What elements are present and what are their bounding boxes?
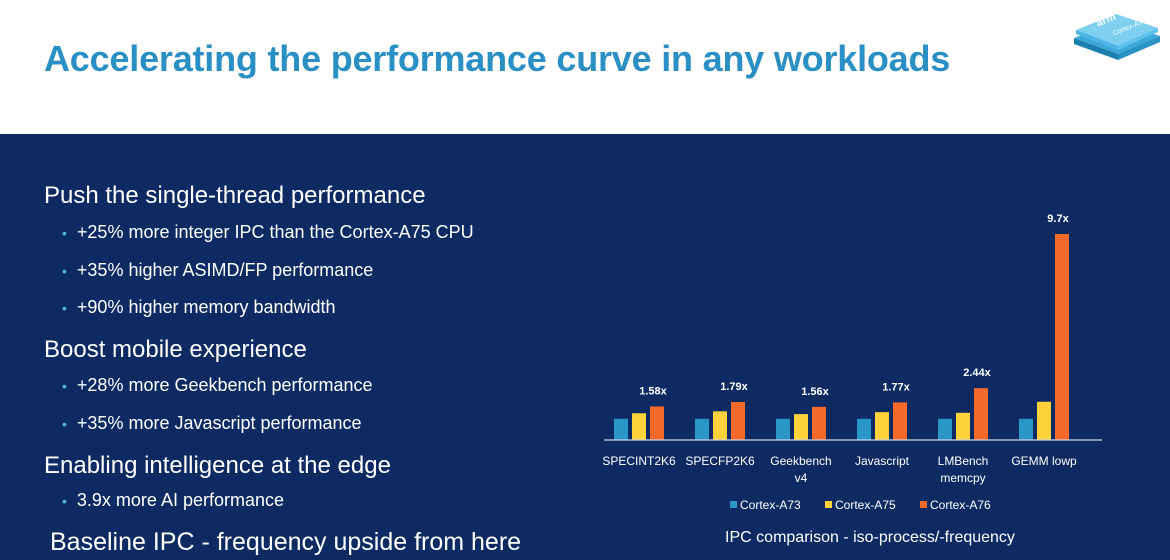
legend-swatch xyxy=(825,501,832,508)
bar-cortex-a75 xyxy=(794,414,808,440)
bar-cortex-a76 xyxy=(812,406,826,440)
legend-label: Cortex-A73 xyxy=(740,498,801,512)
section-heading: Enabling intelligence at the edge xyxy=(44,452,391,479)
bullet-icon: • xyxy=(62,493,67,509)
bullet-icon: • xyxy=(62,263,67,279)
bullet-item: • +25% more integer IPC than the Cortex-A… xyxy=(62,222,474,242)
x-tick-label: v4 xyxy=(795,471,808,485)
bullet-item: • +35% higher ASIMD/FP performance xyxy=(62,260,374,280)
chart-caption: IPC comparison - iso-process/-frequency xyxy=(725,529,1015,546)
ipc-bar-chart: 1.58x SPECINT2K6 1.79x SPECFP2K6 1.56x Geekbe… xyxy=(602,213,1102,512)
data-label: 9.7x xyxy=(1047,213,1069,225)
bullet-item: • +90% higher memory bandwidth xyxy=(62,297,336,317)
data-label: 1.77x xyxy=(882,381,910,393)
bullet-item: • 3.9x more AI performance xyxy=(62,490,285,510)
bullet-icon: • xyxy=(62,225,67,241)
section-heading: Boost mobile experience xyxy=(44,336,307,363)
legend-label: Cortex-A75 xyxy=(835,498,896,512)
bullet-item: • +35% more Javascript performance xyxy=(62,413,362,433)
x-tick-label: SPECFP2K6 xyxy=(685,454,755,468)
footer-heading: Baseline IPC - frequency upside from her… xyxy=(50,528,522,556)
bullet-item: • +28% more Geekbench performance xyxy=(62,375,373,395)
data-label: 1.58x xyxy=(639,385,667,397)
x-tick-label: Geekbench xyxy=(770,454,831,468)
legend-swatch xyxy=(920,501,927,508)
bar-cortex-a73 xyxy=(695,418,709,440)
bar-cortex-a73 xyxy=(1019,418,1033,440)
bar-cortex-a76 xyxy=(974,388,988,440)
section-heading: Push the single-thread performance xyxy=(44,182,426,209)
data-label: 2.44x xyxy=(963,367,991,379)
bar-cortex-a76 xyxy=(731,401,745,440)
bar-cortex-a73 xyxy=(614,418,628,440)
bar-cortex-a76 xyxy=(650,406,664,440)
bar-cortex-a75 xyxy=(875,412,889,440)
bar-cortex-a73 xyxy=(776,418,790,440)
x-tick-label: SPECINT2K6 xyxy=(602,454,676,468)
x-tick-label: memcpy xyxy=(940,471,985,485)
bar-cortex-a76 xyxy=(1055,234,1069,440)
x-tick-label: Javascript xyxy=(855,454,910,468)
bar-cortex-a75 xyxy=(632,413,646,440)
x-tick-label: LMBench xyxy=(938,454,989,468)
slide-header: Accelerating the performance curve in an… xyxy=(0,0,1170,134)
bullet-icon: • xyxy=(62,378,67,394)
bar-cortex-a73 xyxy=(938,418,952,440)
legend-label: Cortex-A76 xyxy=(930,498,991,512)
bar-cortex-a75 xyxy=(713,411,727,440)
slide-title: Accelerating the performance curve in an… xyxy=(44,38,951,79)
x-tick-label: GEMM lowp xyxy=(1011,454,1077,468)
data-label: 1.56x xyxy=(801,386,829,398)
bar-cortex-a75 xyxy=(1037,401,1051,440)
bullet-icon: • xyxy=(62,416,67,432)
bar-cortex-a73 xyxy=(857,418,871,440)
data-label: 1.79x xyxy=(720,381,748,393)
bar-cortex-a75 xyxy=(956,412,970,440)
bullet-icon: • xyxy=(62,300,67,316)
arm-cortex-logo xyxy=(1074,14,1160,60)
bar-cortex-a76 xyxy=(893,402,907,440)
content-panel xyxy=(0,134,1170,560)
legend-swatch xyxy=(730,501,737,508)
